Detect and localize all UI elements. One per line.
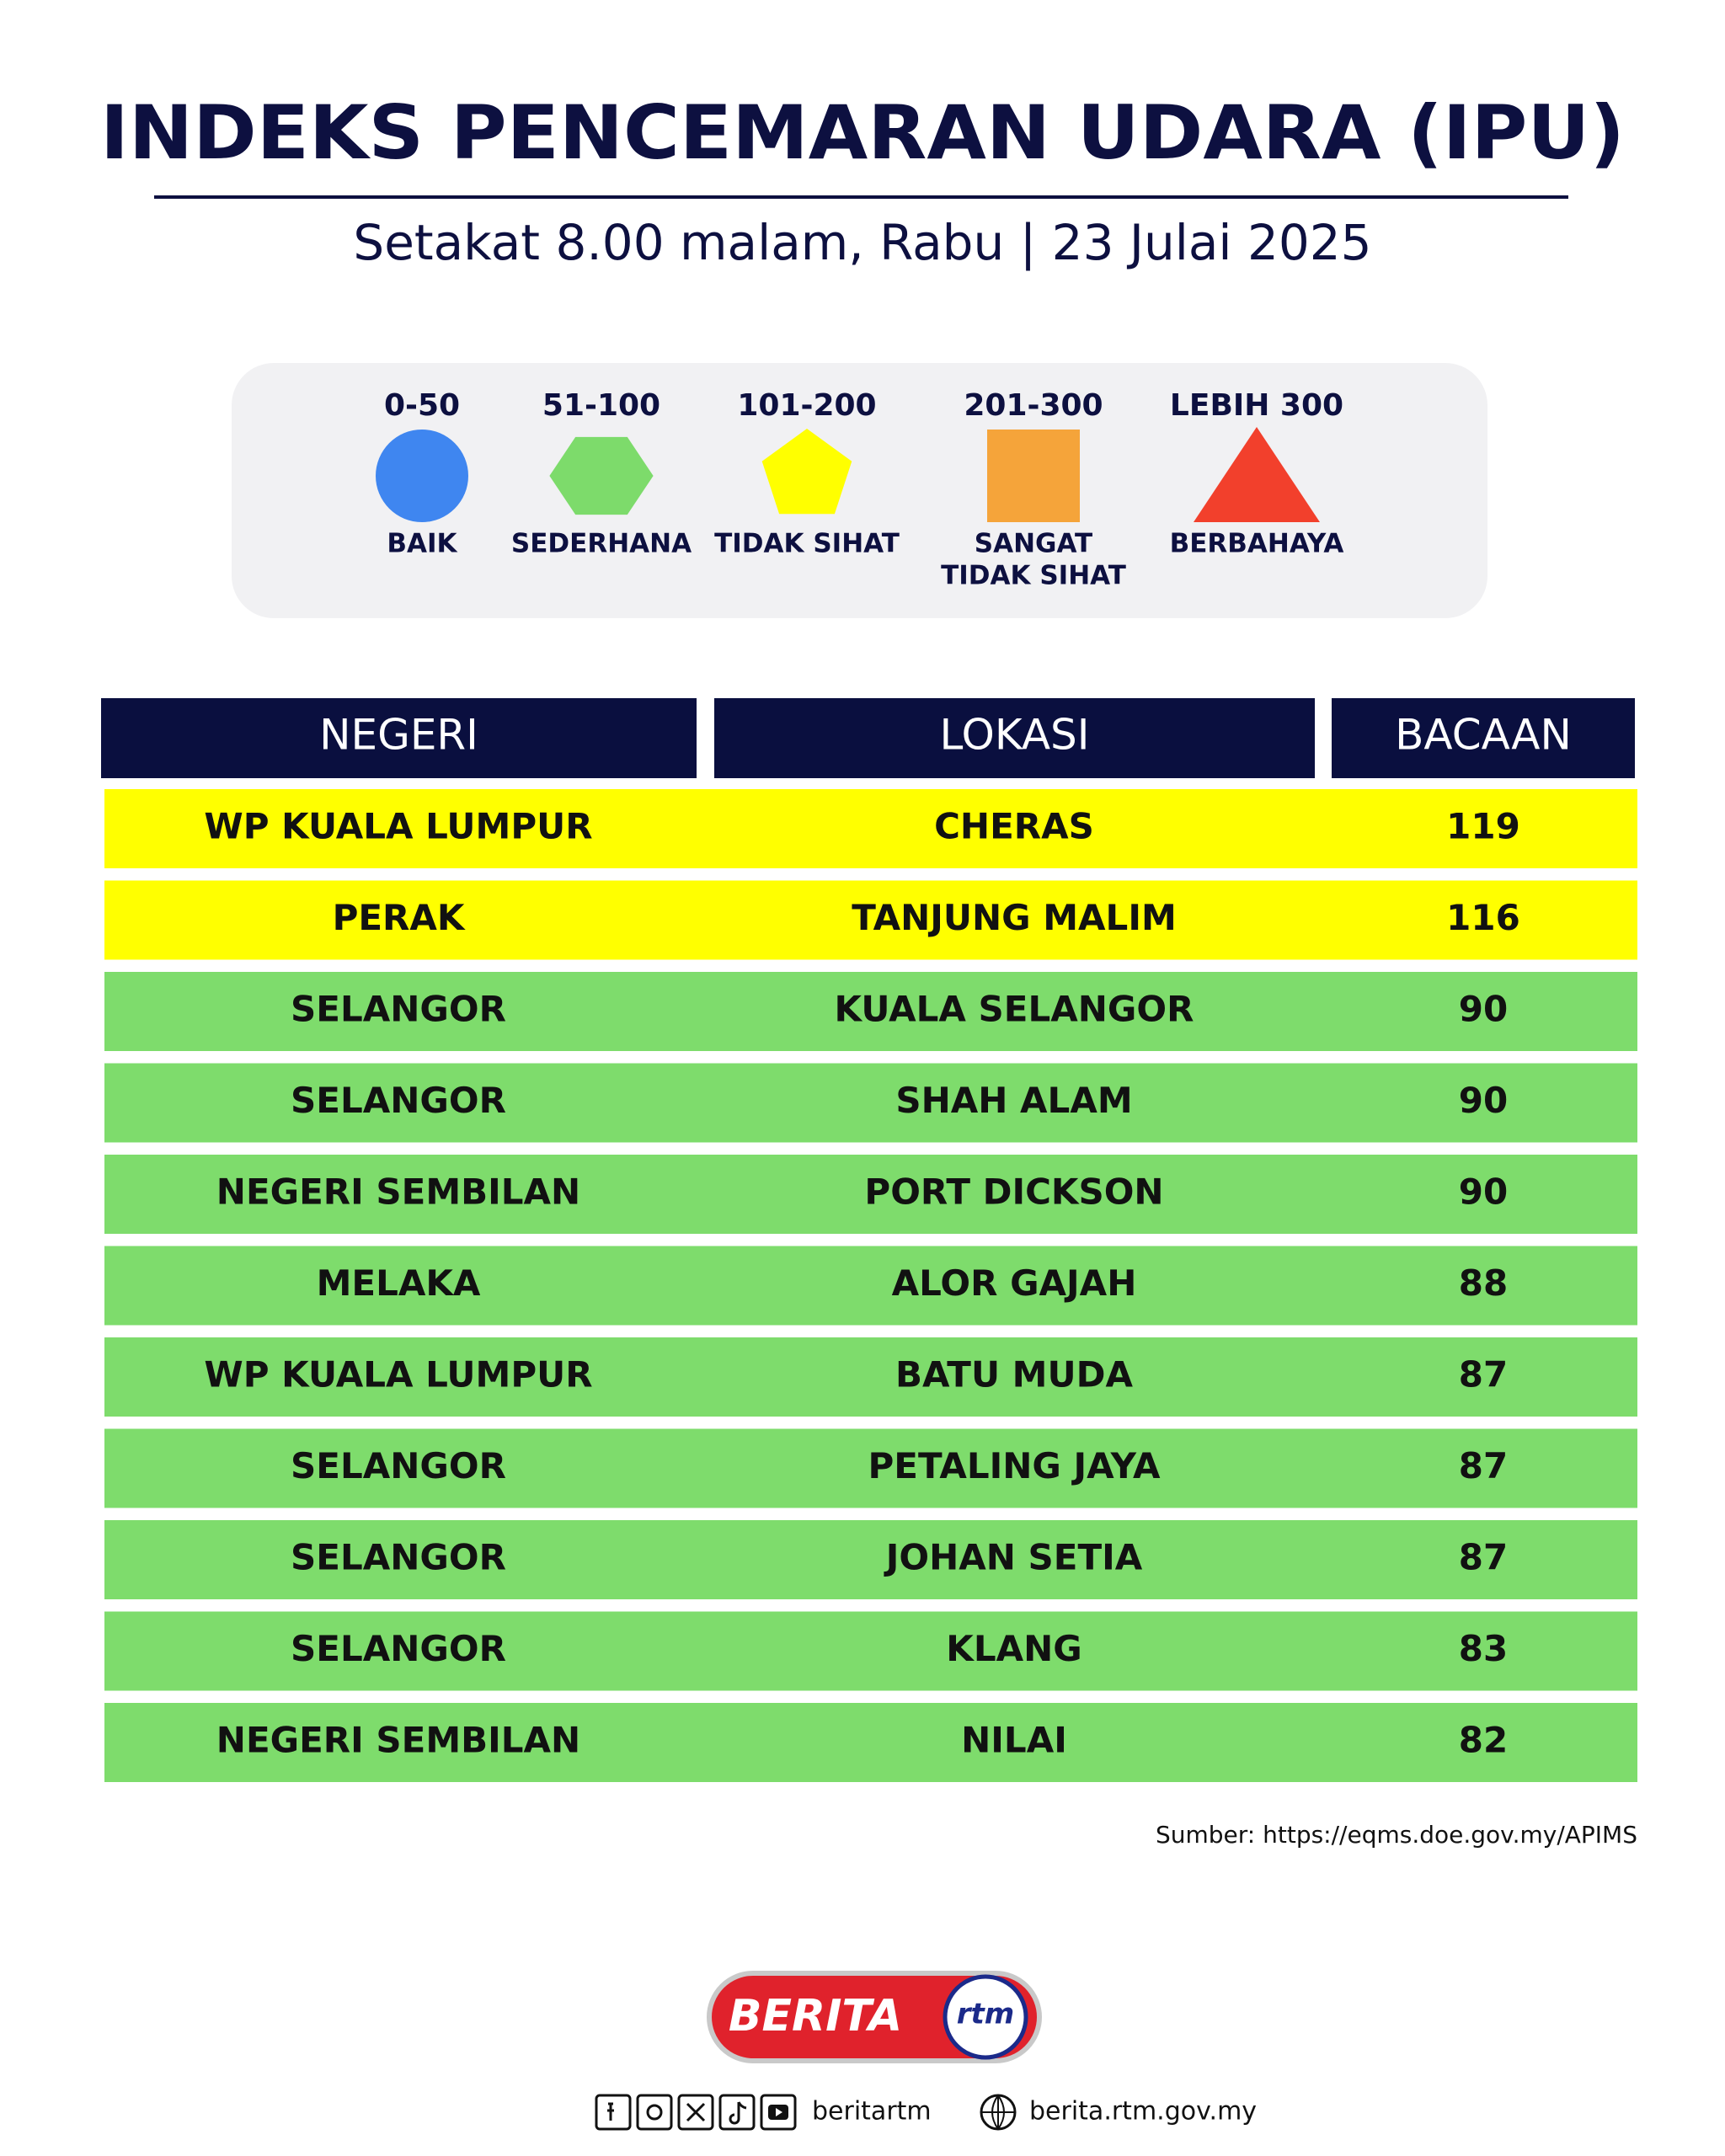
logo-circle (943, 1974, 1028, 2060)
table-row (104, 1155, 1637, 1234)
table-row (104, 880, 1637, 960)
legend-range: 0-50 (384, 388, 460, 423)
facebook-icon (595, 2094, 632, 2131)
legend-range: LEBIH 300 (1170, 388, 1343, 423)
header-cell (101, 698, 697, 778)
header-cell (1332, 698, 1635, 778)
legend-range: 101-200 (737, 388, 876, 423)
table-cell: JOHAN SETIA (884, 1537, 1143, 1578)
table-row (104, 1337, 1637, 1417)
table-cell: ALOR GAJAH (892, 1262, 1137, 1304)
youtube-play (776, 2108, 782, 2116)
title: INDEKS PENCEMARAN UDARA (IPU) (100, 89, 1625, 176)
legend-shape (549, 436, 654, 515)
table-cell: CHERAS (934, 806, 1094, 847)
x-glyph (686, 2102, 706, 2122)
header-cell (714, 698, 1315, 778)
logo: BERITA rtm (707, 1971, 1042, 2063)
table-cell: 82 (1459, 1720, 1508, 1761)
legend-label: TIDAK SIHAT (941, 561, 1126, 591)
tiktok-icon (718, 2094, 756, 2131)
legend-label: SEDERHANA (511, 529, 692, 559)
table-cell: 116 (1446, 897, 1520, 938)
legend-shape (1194, 427, 1320, 522)
legend-box (232, 363, 1487, 618)
table-cell: 83 (1459, 1628, 1508, 1669)
logo-mark: rtm (957, 1998, 1014, 2031)
table-cell: BATU MUDA (895, 1354, 1133, 1396)
legend-range: 51-100 (542, 388, 660, 423)
facebook-glyph (607, 2102, 614, 2121)
table-cell: WP KUALA LUMPUR (204, 1354, 592, 1396)
table-cell: TANJUNG MALIM (852, 897, 1177, 938)
table-cell: KUALA SELANGOR (835, 989, 1194, 1030)
legend-label: BERBAHAYA (1170, 529, 1344, 559)
table-cell: SELANGOR (291, 1445, 506, 1486)
instagram-lens (646, 2104, 663, 2121)
table-cell: 90 (1459, 989, 1508, 1030)
table-row (104, 1246, 1637, 1326)
table-row (104, 1063, 1637, 1143)
legend-label: SANGAT (975, 529, 1092, 559)
table-cell: NEGERI SEMBILAN (216, 1720, 580, 1761)
table-cell: PETALING JAYA (868, 1445, 1161, 1486)
table-row (104, 789, 1637, 868)
table-cell: SELANGOR (291, 1628, 506, 1669)
table-cell: SELANGOR (291, 1537, 506, 1578)
table-cell: 87 (1459, 1354, 1508, 1396)
social-handle: beritartm (812, 2097, 932, 2127)
legend-range: 201-300 (964, 388, 1103, 423)
table-cell: 87 (1459, 1537, 1508, 1578)
tiktok-glyph (729, 2101, 747, 2125)
source: Sumber: https://eqms.doe.gov.my/APIMS (1156, 1821, 1637, 1849)
instagram-icon (636, 2094, 673, 2131)
table-cell: SELANGOR (291, 989, 506, 1030)
legend-shape (761, 429, 852, 515)
x-icon (677, 2094, 714, 2131)
table-cell: SHAH ALAM (895, 1080, 1132, 1121)
legend-label: BAIK (387, 529, 457, 559)
table-row (104, 1703, 1637, 1782)
subtitle: Setakat 8.00 malam, Rabu | 23 Julai 2025 (353, 214, 1371, 271)
legend-label: TIDAK SIHAT (714, 529, 900, 559)
header-label: BACAAN (1395, 711, 1572, 760)
table-cell: 90 (1459, 1080, 1508, 1121)
table-cell: SELANGOR (291, 1080, 506, 1121)
table-cell: KLANG (946, 1628, 1081, 1669)
legend-shape (987, 430, 1080, 522)
table-row (104, 1520, 1637, 1599)
table-cell: 88 (1459, 1262, 1508, 1304)
table-cell: MELAKA (317, 1262, 481, 1304)
youtube-icon (760, 2094, 797, 2131)
table-cell: WP KUALA LUMPUR (204, 806, 592, 847)
table-row (104, 1611, 1637, 1691)
table-row (104, 972, 1637, 1051)
table-cell: 119 (1446, 806, 1520, 847)
table-cell: PORT DICKSON (864, 1171, 1163, 1213)
header-label: NEGERI (319, 711, 478, 760)
website: berita.rtm.gov.my (1029, 2097, 1257, 2127)
legend-shape (376, 430, 468, 522)
table-cell: NILAI (961, 1720, 1067, 1761)
table-cell: 87 (1459, 1445, 1508, 1486)
social-icons (595, 2094, 1017, 2131)
table-cell: NEGERI SEMBILAN (216, 1171, 580, 1213)
table-cell: PERAK (333, 897, 466, 938)
table-row (104, 1428, 1637, 1508)
header-label: LOKASI (939, 711, 1089, 760)
logo-text: BERITA (729, 1991, 902, 2041)
table-cell: 90 (1459, 1171, 1508, 1213)
globe-lines (981, 2095, 1015, 2130)
